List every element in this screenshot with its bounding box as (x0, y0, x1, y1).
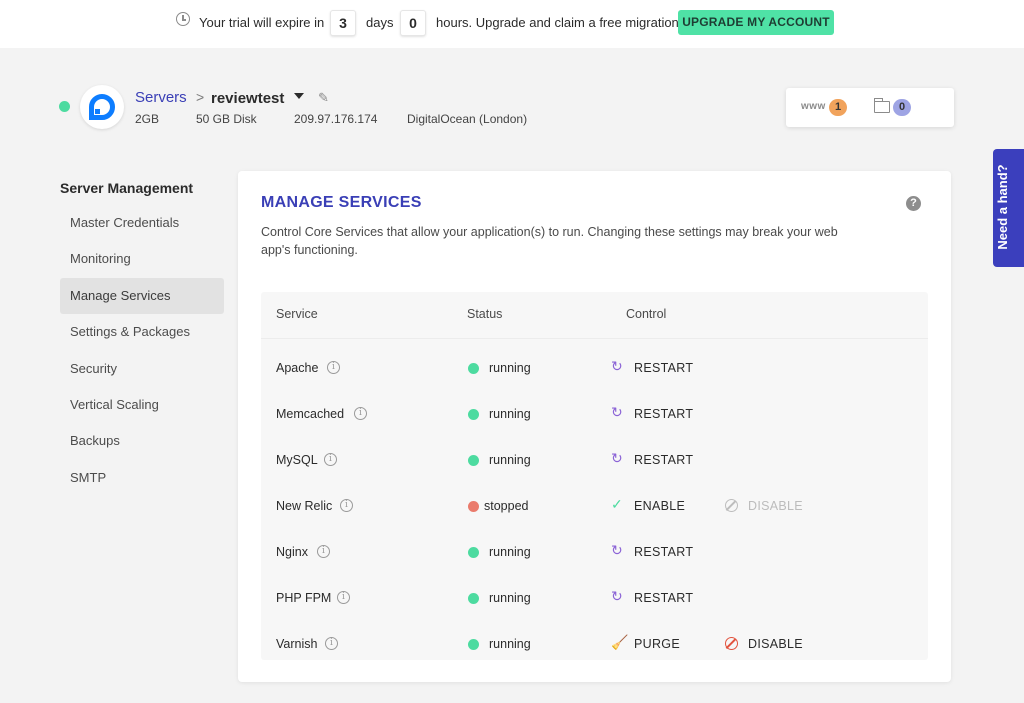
sidebar-item-settings-packages[interactable]: Settings & Packages (70, 324, 190, 339)
server-provider: DigitalOcean (London) (407, 112, 528, 126)
header-divider (261, 338, 928, 339)
disable-button: DISABLE (748, 499, 803, 513)
status-dot (468, 547, 479, 558)
refresh-icon[interactable]: ↻ (611, 588, 623, 604)
refresh-icon[interactable]: ↻ (611, 542, 623, 558)
refresh-icon[interactable]: ↻ (611, 358, 623, 374)
broom-icon[interactable]: 🧹 (611, 634, 629, 650)
status-dot (468, 639, 479, 650)
services-table: Service Status Control Apache i running … (261, 292, 928, 660)
manage-services-card: MANAGE SERVICES ? Control Core Services … (238, 171, 951, 682)
info-icon[interactable]: i (337, 591, 350, 604)
table-row: PHP FPM i running ↻ RESTART (261, 575, 928, 621)
folder-icon[interactable] (874, 98, 890, 113)
status-text: running (489, 637, 531, 651)
trial-days-label: days (366, 15, 394, 30)
status-dot (468, 455, 479, 466)
service-name: Varnish (276, 637, 318, 651)
server-ram: 2GB (135, 112, 160, 126)
restart-button[interactable]: RESTART (634, 591, 694, 605)
sidebar-item-smtp[interactable]: SMTP (70, 470, 107, 485)
column-header-control: Control (626, 307, 667, 321)
server-dropdown-caret-icon[interactable] (294, 93, 304, 99)
help-icon[interactable]: ? (906, 196, 921, 211)
status-dot (468, 409, 479, 420)
trial-days-value: 3 (330, 10, 356, 36)
status-dot (468, 593, 479, 604)
table-row: Apache i running ↻ RESTART (261, 345, 928, 391)
table-row: Memcached i running ↻ RESTART (261, 391, 928, 437)
info-icon[interactable]: i (327, 361, 340, 374)
server-disk: 50 GB Disk (196, 112, 257, 126)
enable-button[interactable]: ENABLE (634, 499, 686, 513)
status-dot (468, 501, 479, 512)
info-icon[interactable]: i (324, 453, 337, 466)
restart-button[interactable]: RESTART (634, 545, 694, 559)
trial-hours-label: hours. Upgrade and claim a free migratio… (436, 15, 679, 30)
server-status-dot (59, 101, 70, 112)
service-name: MySQL (276, 453, 318, 467)
service-name: Apache (276, 361, 319, 375)
status-text: running (489, 545, 531, 559)
restart-button[interactable]: RESTART (634, 361, 694, 375)
trial-hours-value: 0 (400, 10, 426, 36)
www-icon[interactable]: www (801, 101, 826, 112)
sidebar-item-manage-services[interactable]: Manage Services (60, 278, 224, 314)
service-name: New Relic (276, 499, 333, 513)
trial-banner: Your trial will expire in 3 days 0 hours… (0, 0, 1024, 48)
table-row: MySQL i running ↻ RESTART (261, 437, 928, 483)
breadcrumb-servers-link[interactable]: Servers (135, 89, 187, 106)
status-text: running (489, 407, 531, 421)
sidebar-item-backups[interactable]: Backups (70, 433, 120, 448)
edit-pencil-icon[interactable]: ✎ (318, 90, 329, 105)
trial-text: Your trial will expire in (199, 15, 325, 30)
service-name: PHP FPM (276, 591, 332, 605)
server-stats-box: www 1 0 (786, 88, 954, 127)
status-text: stopped (484, 499, 529, 513)
purge-button[interactable]: PURGE (634, 637, 680, 651)
service-name: Nginx (276, 545, 308, 559)
table-row: New Relic i stopped ✓ ENABLE DISABLE (261, 483, 928, 529)
folder-count-badge: 0 (893, 99, 911, 116)
digitalocean-logo-icon (80, 85, 124, 129)
sidebar-item-security[interactable]: Security (70, 361, 117, 376)
status-dot (468, 363, 479, 374)
clock-icon (176, 12, 190, 26)
info-icon[interactable]: i (354, 407, 367, 420)
server-ip: 209.97.176.174 (294, 112, 378, 126)
restart-button[interactable]: RESTART (634, 407, 694, 421)
www-count-badge: 1 (829, 99, 847, 116)
table-row: Varnish i running 🧹 PURGE DISABLE (261, 621, 928, 667)
disable-button[interactable]: DISABLE (748, 637, 803, 651)
page-title: MANAGE SERVICES (261, 194, 422, 211)
check-icon[interactable]: ✓ (611, 496, 623, 512)
need-a-hand-label: Need a hand? (995, 164, 1010, 250)
info-icon[interactable]: i (325, 637, 338, 650)
service-name: Memcached (276, 407, 345, 421)
status-text: running (489, 591, 531, 605)
column-header-status: Status (467, 307, 503, 321)
breadcrumb-separator: > (196, 89, 205, 105)
sidebar-title: Server Management (60, 180, 194, 196)
disable-icon[interactable] (725, 637, 738, 650)
table-row: Nginx i running ↻ RESTART (261, 529, 928, 575)
sidebar-item-master-credentials[interactable]: Master Credentials (70, 215, 180, 230)
restart-button[interactable]: RESTART (634, 453, 694, 467)
server-name: reviewtest (211, 90, 285, 107)
need-a-hand-tab[interactable]: Need a hand? (993, 149, 1024, 267)
sidebar-item-vertical-scaling[interactable]: Vertical Scaling (70, 397, 159, 412)
refresh-icon[interactable]: ↻ (611, 450, 623, 466)
column-header-service: Service (276, 307, 318, 321)
page-description: Control Core Services that allow your ap… (261, 225, 838, 257)
info-icon[interactable]: i (340, 499, 353, 512)
status-text: running (489, 361, 531, 375)
upgrade-account-button[interactable]: UPGRADE MY ACCOUNT (678, 10, 834, 35)
sidebar-item-monitoring[interactable]: Monitoring (70, 251, 131, 266)
refresh-icon[interactable]: ↻ (611, 404, 623, 420)
disable-icon (725, 499, 738, 512)
info-icon[interactable]: i (317, 545, 330, 558)
status-text: running (489, 453, 531, 467)
